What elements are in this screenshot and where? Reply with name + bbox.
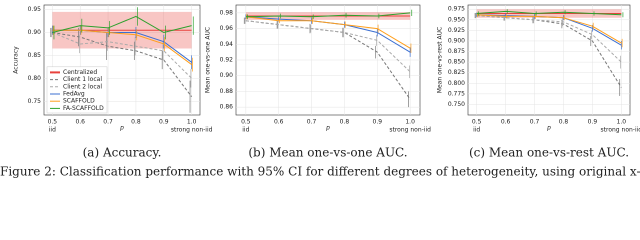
y-tick-label: 0.875 xyxy=(448,48,465,55)
y-axis-label: Mean one-vs-rest AUC xyxy=(437,27,444,93)
y-tick-label: 0.900 xyxy=(448,37,465,44)
plot-area xyxy=(467,4,631,116)
x-annotation: strong non-iid xyxy=(171,127,213,134)
y-tick-label: 0.90 xyxy=(28,29,42,36)
y-tick-label: 0.96 xyxy=(220,25,234,32)
x-tick-label: 0.7 xyxy=(307,119,317,126)
series-line xyxy=(52,32,192,79)
series-line xyxy=(52,32,193,97)
legend-label: Client 2 local xyxy=(63,83,102,90)
y-axis-label: Mean one-vs-one AUC xyxy=(205,27,212,93)
y-tick-label: 0.750 xyxy=(448,101,465,108)
legend-label: SCAFFOLD xyxy=(63,98,95,105)
y-tick-label: 0.80 xyxy=(28,75,42,82)
x-tick-label: 0.9 xyxy=(373,119,383,126)
legend-label: Centralized xyxy=(63,69,97,76)
y-tick-label: 0.800 xyxy=(448,80,465,87)
y-tick-label: 0.950 xyxy=(448,16,465,23)
x-tick-label: 0.8 xyxy=(131,119,141,126)
series-line xyxy=(52,15,192,34)
series-line xyxy=(476,15,622,88)
series-line xyxy=(476,10,622,16)
x-tick-label: 0.6 xyxy=(274,119,284,126)
series-line xyxy=(476,15,622,63)
x-tick-label: 0.7 xyxy=(103,119,113,126)
legend-label: Client 1 local xyxy=(63,76,102,83)
legend-label: FA-SCAFFOLD xyxy=(63,105,104,112)
x-tick-label: 0.6 xyxy=(75,119,85,126)
x-annotation: iid xyxy=(242,127,249,134)
legend-box xyxy=(46,66,108,114)
y-tick-label: 0.94 xyxy=(220,41,234,48)
legend-label: FedAvg xyxy=(63,91,85,98)
y-tick-label: 0.86 xyxy=(220,104,234,111)
y-tick-label: 0.90 xyxy=(220,72,234,79)
y-tick-label: 0.925 xyxy=(448,27,465,34)
y-tick-label: 0.98 xyxy=(220,9,234,16)
x-tick-label: 0.5 xyxy=(48,119,58,126)
y-tick-label: 0.975 xyxy=(448,6,465,13)
y-tick-label: 0.92 xyxy=(220,57,234,64)
subcaption: (b) Mean one-vs-one AUC. xyxy=(248,146,407,160)
series-line xyxy=(245,20,411,73)
subcaption: (c) Mean one-vs-rest AUC. xyxy=(469,146,629,160)
y-tick-label: 0.775 xyxy=(448,90,465,97)
y-axis-label: Accuracy xyxy=(13,46,20,74)
y-tick-label: 0.75 xyxy=(28,98,42,105)
x-tick-label: 0.9 xyxy=(588,119,598,126)
x-axis-label: p xyxy=(325,125,330,132)
figure: Figure 2: Classification performance wit… xyxy=(0,4,640,179)
x-tick-label: 1.0 xyxy=(187,119,197,126)
x-annotation: strong non-iid xyxy=(389,127,431,134)
x-axis-label: p xyxy=(119,125,124,132)
series-line xyxy=(245,12,411,18)
figure-caption: Figure 2: Classification performance wit… xyxy=(0,165,640,179)
y-tick-label: 0.88 xyxy=(220,88,234,95)
subcaption: (a) Accuracy. xyxy=(83,146,162,160)
x-annotation: iid xyxy=(49,127,56,134)
x-tick-label: 0.9 xyxy=(159,119,169,126)
x-tick-label: 1.0 xyxy=(617,119,627,126)
x-tick-label: 1.0 xyxy=(405,119,415,126)
x-tick-label: 0.8 xyxy=(340,119,350,126)
x-annotation: iid xyxy=(473,127,480,134)
x-tick-label: 0.5 xyxy=(472,119,482,126)
x-tick-label: 0.6 xyxy=(501,119,511,126)
x-tick-label: 0.8 xyxy=(559,119,569,126)
series-line xyxy=(476,14,622,44)
y-tick-label: 0.85 xyxy=(28,52,42,59)
y-tick-label: 0.825 xyxy=(448,69,465,76)
series-line xyxy=(52,29,192,65)
series-line xyxy=(245,16,411,49)
x-axis-label: p xyxy=(546,125,551,132)
y-tick-label: 0.95 xyxy=(28,6,42,13)
x-tick-label: 0.7 xyxy=(530,119,540,126)
x-tick-label: 0.5 xyxy=(241,119,251,126)
y-tick-label: 0.850 xyxy=(448,59,465,66)
x-annotation: strong non-iid xyxy=(601,127,640,134)
